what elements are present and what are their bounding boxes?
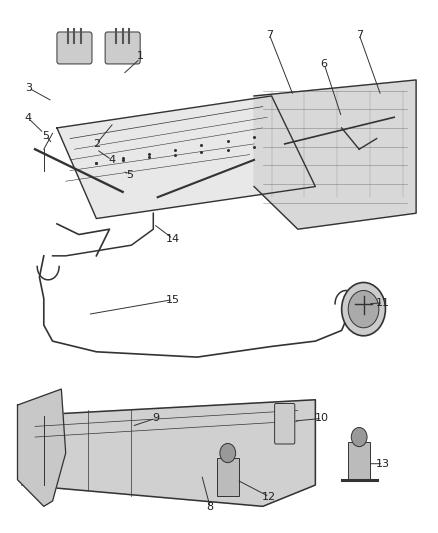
Polygon shape <box>22 400 315 506</box>
Text: 9: 9 <box>152 414 159 423</box>
Circle shape <box>342 282 385 336</box>
FancyBboxPatch shape <box>275 403 295 444</box>
FancyBboxPatch shape <box>105 32 140 64</box>
Text: 1: 1 <box>137 51 144 61</box>
Bar <box>217 458 239 496</box>
Text: 2: 2 <box>93 139 100 149</box>
Bar <box>348 442 370 480</box>
FancyBboxPatch shape <box>57 32 92 64</box>
Text: 14: 14 <box>166 234 180 244</box>
Text: 3: 3 <box>25 83 32 93</box>
Text: 4: 4 <box>108 155 115 165</box>
Polygon shape <box>254 80 416 229</box>
Text: 7: 7 <box>266 30 273 39</box>
Circle shape <box>220 443 236 463</box>
Text: 15: 15 <box>166 295 180 304</box>
Text: 6: 6 <box>321 59 328 69</box>
Text: 8: 8 <box>207 503 214 512</box>
Text: 12: 12 <box>262 492 276 502</box>
Text: 4: 4 <box>25 114 32 123</box>
Text: 10: 10 <box>315 414 329 423</box>
Circle shape <box>348 290 379 328</box>
Text: 5: 5 <box>126 170 133 180</box>
Text: 13: 13 <box>376 459 390 469</box>
Polygon shape <box>57 96 315 219</box>
Text: 7: 7 <box>356 30 363 39</box>
Text: 11: 11 <box>376 298 390 308</box>
Text: 5: 5 <box>42 131 49 141</box>
Circle shape <box>351 427 367 447</box>
Polygon shape <box>18 389 66 506</box>
